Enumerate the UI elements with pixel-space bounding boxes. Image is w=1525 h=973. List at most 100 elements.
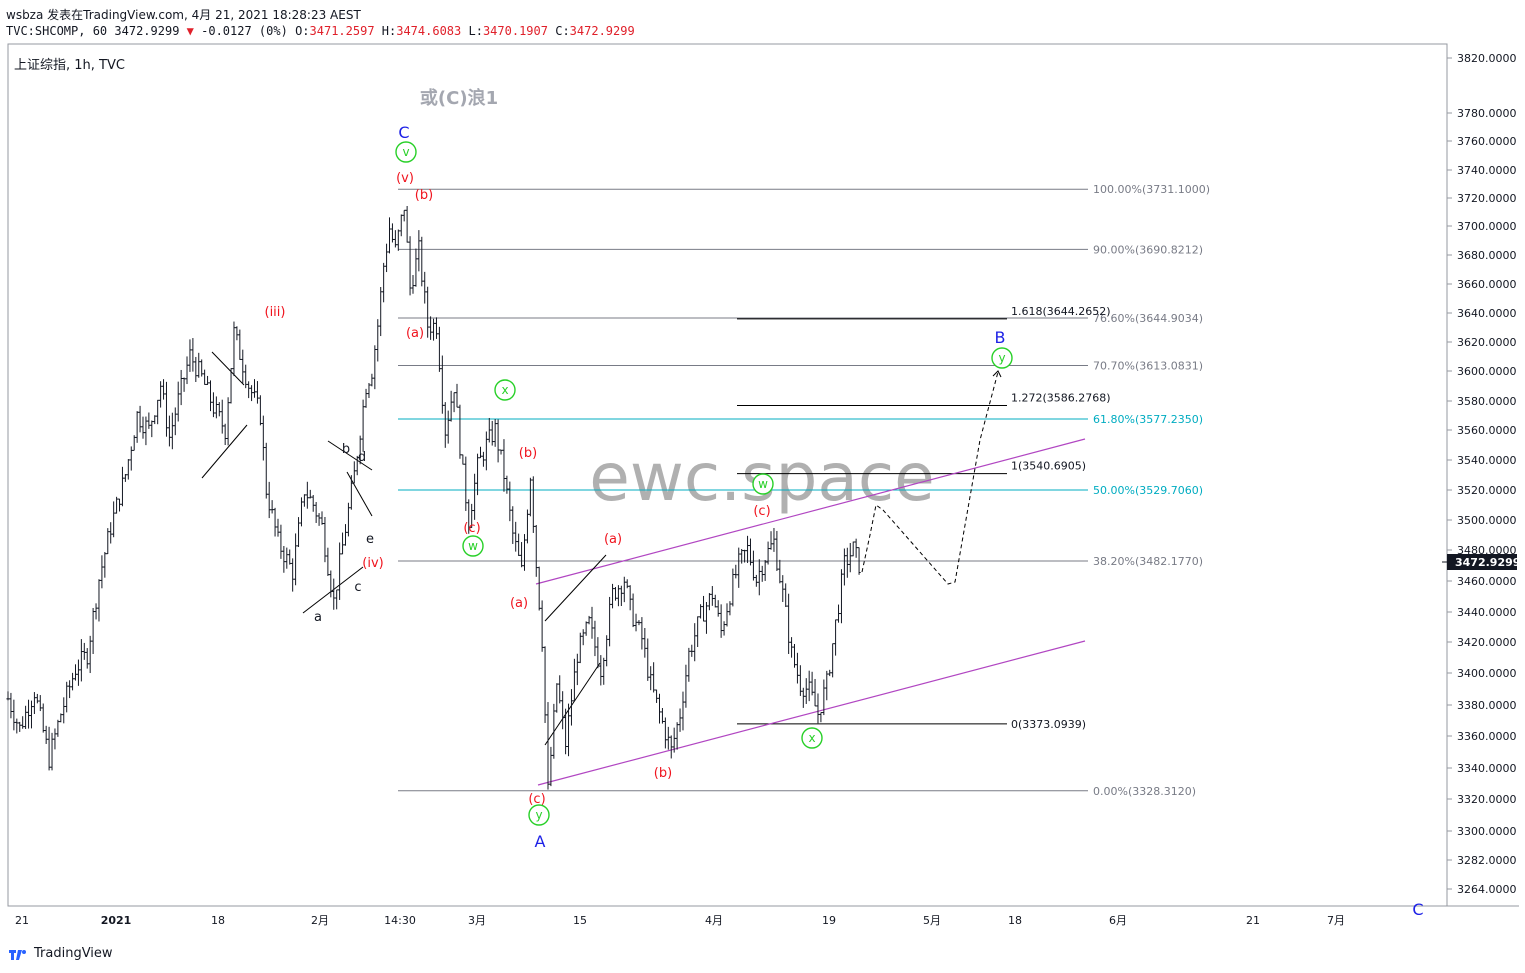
wave-label: y [535, 808, 542, 822]
wave-circle [462, 535, 484, 557]
wave-label: x [808, 731, 815, 745]
y-tick-label: 3580.0000 [1457, 395, 1517, 408]
fib-level-label: 0.00%(3328.3120) [1093, 785, 1196, 798]
wave-circle [801, 727, 823, 749]
y-tick-label: 3560.0000 [1457, 424, 1517, 437]
wave-label: a [314, 610, 322, 625]
wave-circle [494, 379, 516, 401]
wave-label: (v) [396, 171, 414, 186]
y-tick-label: 3700.0000 [1457, 220, 1517, 233]
y-tick-label: 3320.0000 [1457, 793, 1517, 806]
x-tick-label: 18 [211, 914, 225, 927]
y-tick-label: 3620.0000 [1457, 336, 1517, 349]
x-tick-label: 18 [1008, 914, 1022, 927]
x-tick-label: 5月 [923, 914, 941, 927]
fib-extension-label: 1.272(3586.2768) [1011, 392, 1111, 405]
wave-label: (a) [406, 326, 424, 341]
y-tick-label: 3760.0000 [1457, 135, 1517, 148]
fib-level-label: 61.80%(3577.2350) [1093, 413, 1203, 426]
down-arrow-icon: ▼ [186, 24, 194, 38]
wave-circle [752, 473, 774, 495]
wave-label: (c) [528, 792, 545, 807]
y-tick-label: 3680.0000 [1457, 249, 1517, 262]
wave-label: w [468, 539, 478, 553]
wave-circle [395, 141, 417, 163]
y-tick-label: 3480.0000 [1457, 544, 1517, 557]
y-tick-label: 3780.0000 [1457, 107, 1517, 120]
wave-label: C [1412, 900, 1423, 919]
x-tick-label: 21 [15, 914, 29, 927]
wave-label: v [402, 145, 409, 159]
wave-structure-line [544, 662, 601, 746]
channel-upper-line [535, 438, 1086, 585]
wave-label: d [358, 450, 366, 465]
last-price-tag-label: 3472.9299 [1455, 556, 1520, 569]
y-tick-label: 3420.0000 [1457, 636, 1517, 649]
wave-structure-line [211, 351, 245, 386]
y-tick-label: 3720.0000 [1457, 192, 1517, 205]
wave-label: (a) [604, 532, 622, 547]
x-tick-label: 15 [573, 914, 587, 927]
x-tick-label: 3月 [468, 914, 486, 927]
change-value: -0.0127 (0%) [201, 24, 288, 38]
wave-structure-line [327, 440, 373, 471]
y-tick-label: 3640.0000 [1457, 307, 1517, 320]
ohlc-readout: TVC:SHCOMP, 60 3472.9299 ▼ -0.0127 (0%) … [6, 24, 635, 38]
projection-arrow [992, 370, 1002, 378]
x-tick-label: 14:30 [384, 914, 416, 927]
wave-label: w [758, 477, 768, 491]
wave-circle [991, 347, 1013, 369]
x-tick-label: 21 [1246, 914, 1260, 927]
symbol-label: TVC:SHCOMP, 60 [6, 24, 108, 38]
candles-group [6, 205, 861, 790]
fib-level-label: 38.20%(3482.1770) [1093, 555, 1203, 568]
high-label: H: [381, 24, 397, 38]
y-tick-label: 3380.0000 [1457, 699, 1517, 712]
wave-structure-line [302, 566, 364, 614]
publish-info: wsbza 发表在TradingView.com, 4月 21, 2021 18… [6, 8, 361, 22]
y-tick-label: 3500.0000 [1457, 514, 1517, 527]
wave-label: (a) [510, 596, 528, 611]
fib-extension-label: 1.618(3644.2652) [1011, 305, 1111, 318]
wave-label: b [342, 442, 350, 457]
wave-label: e [366, 532, 374, 547]
wave-label: (iv) [362, 556, 383, 571]
y-tick-label: 3540.0000 [1457, 454, 1517, 467]
open-label: O: [295, 24, 310, 38]
low-label: L: [468, 24, 483, 38]
tradingview-logo[interactable]: TradingView [8, 946, 113, 961]
y-tick-label: 3460.0000 [1457, 575, 1517, 588]
y-tick-label: 3740.0000 [1457, 164, 1517, 177]
y-tick-label: 3440.0000 [1457, 606, 1517, 619]
close-label: C: [555, 24, 570, 38]
wave-label: c [354, 580, 361, 595]
wave-structure-line [544, 554, 607, 622]
y-tick-label: 3360.0000 [1457, 730, 1517, 743]
last-price: 3472.9299 [114, 24, 180, 38]
close-value: 3472.9299 [569, 24, 635, 38]
wave-annotation: 或(C)浪1 [420, 87, 498, 109]
y-tick-label: 3520.0000 [1457, 484, 1517, 497]
fib-level-label: 90.00%(3690.8212) [1093, 243, 1203, 256]
high-value: 3474.6083 [396, 24, 462, 38]
fib-level-label: 76.60%(3644.9034) [1093, 312, 1203, 325]
fib-level-label: 50.00%(3529.7060) [1093, 484, 1203, 497]
wave-structure-line [346, 471, 373, 517]
y-tick-label: 3820.0000 [1457, 52, 1517, 65]
y-tick-label: 3600.0000 [1457, 365, 1517, 378]
fib-extension-label: 0(3373.0939) [1011, 718, 1086, 731]
y-tick-label: 3400.0000 [1457, 667, 1517, 680]
fib-level-label: 70.70%(3613.0831) [1093, 359, 1203, 372]
y-tick-label: 3660.0000 [1457, 278, 1517, 291]
last-price-tag [1447, 554, 1517, 570]
y-tick-label: 3282.0000 [1457, 854, 1517, 867]
wave-label: (c) [463, 521, 480, 536]
wave-label: C [398, 123, 409, 142]
x-tick-label: 4月 [705, 914, 723, 927]
low-value: 3470.1907 [482, 24, 548, 38]
x-tick-label: 19 [822, 914, 836, 927]
y-tick-label: 3340.0000 [1457, 762, 1517, 775]
fib-level-label: 100.00%(3731.1000) [1093, 183, 1210, 196]
wave-label: y [998, 351, 1005, 365]
